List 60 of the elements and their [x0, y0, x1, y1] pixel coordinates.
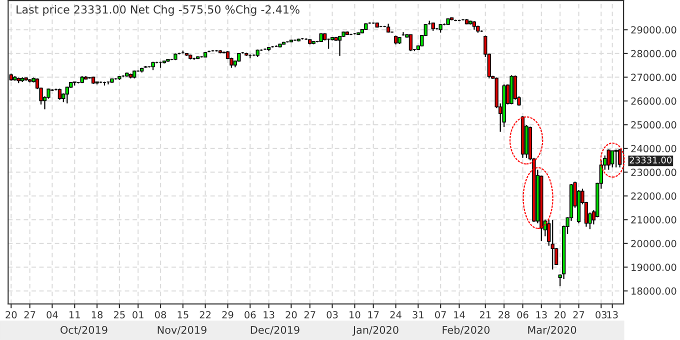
y-tick-label: 26000.00 — [631, 97, 676, 105]
x-tick-label: 20 — [286, 311, 297, 318]
x-tick-label: 06 — [244, 311, 256, 318]
x-tick-label: 27 — [304, 311, 316, 318]
x-tick-label: 25 — [114, 311, 125, 318]
x-tick-label: 20 — [6, 311, 17, 318]
candlestick — [338, 35, 342, 56]
x-tick-label: 07 — [435, 311, 446, 318]
y-tick-label: 23000.00 — [631, 168, 676, 176]
x-tick-label: 27 — [573, 311, 584, 318]
y-tick-label: 19000.00 — [632, 264, 676, 271]
x-tick-label: 13 — [536, 311, 547, 318]
x-tick-label: 31 — [412, 311, 424, 318]
y-tick-label: 20000.00 — [631, 240, 676, 248]
text: Oct/2019 — [60, 326, 108, 335]
x-tick-label: 13 — [264, 311, 274, 318]
x-tick-label: 29 — [222, 311, 234, 318]
x-tick-label: 11 — [70, 311, 80, 318]
x-tick-label: 27 — [24, 311, 36, 318]
text: Jan/2020 — [352, 326, 398, 336]
x-tick-label: 18 — [92, 311, 103, 318]
x-tick-label: 22 — [200, 311, 211, 318]
candlestick — [58, 88, 62, 100]
chart-title: Last price 23331.00 Net Chg -575.50 %Chg -2.41% — [16, 5, 300, 16]
x-tick-label: 15 — [178, 311, 188, 318]
y-tick-label: 22000.00 — [631, 192, 676, 200]
y-tick-label: 18000.00 — [632, 287, 676, 295]
x-tick-label: 14 — [454, 311, 465, 318]
y-tick-label: 21000.00 — [631, 216, 676, 224]
candlestick — [550, 219, 554, 270]
x-tick-label: 21 — [480, 311, 491, 318]
candlestick — [614, 149, 618, 168]
y-tick-label: 25000.00 — [631, 121, 676, 129]
x-tick-label: 17 — [368, 311, 379, 318]
y-tick-label: 24000.00 — [631, 144, 676, 152]
x-tick-label: 10 — [350, 311, 360, 318]
x-tick-label: 04 — [46, 311, 58, 318]
x-tick-label: 28 — [498, 311, 510, 318]
text: 23331.00 — [630, 156, 672, 164]
y-tick-label: 28000.00 — [631, 50, 676, 58]
candlestick — [606, 148, 610, 170]
y-tick-label: 27000.00 — [631, 74, 676, 82]
text: Feb/2020 — [442, 326, 490, 335]
text: Nov/2019 — [158, 326, 206, 335]
x-tick-label: 20 — [554, 311, 566, 318]
x-tick-label: 13 — [607, 311, 618, 318]
candlestick — [352, 32, 357, 36]
candlestick — [408, 34, 413, 52]
x-tick-label: 08 — [154, 311, 166, 318]
candlestick — [618, 148, 622, 168]
y-tick-label: 29000.00 — [631, 26, 676, 34]
candlestick — [65, 86, 69, 104]
text: Dec/2019 — [250, 326, 300, 335]
candlestick — [610, 150, 614, 168]
text: Mar/2020 — [528, 326, 576, 335]
x-tick-label: 01 — [132, 311, 144, 318]
x-tick-label: 03 — [596, 311, 607, 318]
x-tick-label: 03 — [326, 311, 338, 318]
x-tick-label: 06 — [517, 311, 528, 318]
x-tick-label: 24 — [390, 311, 402, 318]
